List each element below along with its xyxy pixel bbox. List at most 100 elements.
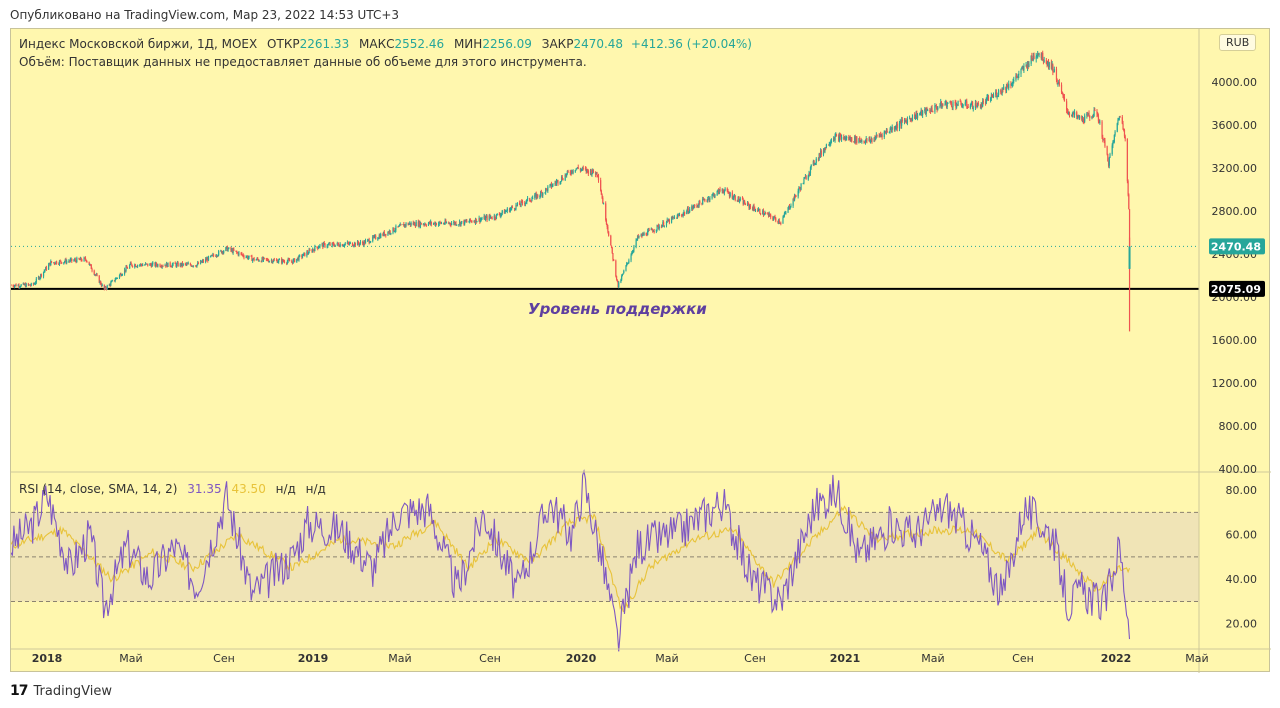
candle-body xyxy=(1111,145,1113,155)
candle-body xyxy=(813,160,815,165)
candle-body xyxy=(957,100,959,106)
candle-body xyxy=(270,260,273,262)
candle-body xyxy=(910,118,912,120)
candle-body xyxy=(935,105,937,108)
rsi-tick-label: 80.00 xyxy=(1226,484,1258,497)
candle-body xyxy=(899,121,901,124)
candle-body xyxy=(870,138,872,141)
candle-body xyxy=(956,104,958,106)
candle-body xyxy=(733,196,735,199)
candle-body xyxy=(268,260,270,263)
candle-body xyxy=(643,233,645,236)
candle-body xyxy=(1030,55,1032,64)
candle-body xyxy=(992,96,994,98)
candle-body xyxy=(241,254,244,256)
candle-body xyxy=(167,262,169,267)
candle-body xyxy=(779,222,781,224)
candle-body xyxy=(1102,139,1105,141)
time-tick-label: 2019 xyxy=(298,652,329,665)
candle-body xyxy=(454,222,456,225)
candle-body xyxy=(995,92,997,95)
candle-body xyxy=(100,284,103,287)
candle-body xyxy=(185,263,187,265)
candle-body xyxy=(434,222,436,226)
candle-body xyxy=(63,261,66,263)
candle-body xyxy=(146,263,148,265)
candle-body xyxy=(889,129,891,133)
candle-body xyxy=(425,224,427,226)
candle-body xyxy=(621,276,623,280)
candle-body xyxy=(313,249,315,252)
candle-body xyxy=(378,235,380,239)
candle-body xyxy=(903,119,906,122)
candle-body xyxy=(1128,209,1131,248)
chart-area[interactable]: 400.00 800.00 1200.00 1600.00 2000.00 2400.00… xyxy=(10,28,1271,673)
candle-body xyxy=(880,134,882,136)
candle-body xyxy=(316,246,318,248)
candle-body xyxy=(1013,79,1015,82)
candle-body xyxy=(995,92,998,97)
candle-body xyxy=(343,244,346,246)
candle-body xyxy=(846,137,848,139)
candle-body xyxy=(369,241,372,243)
candle-body xyxy=(979,104,982,109)
rsi-ma-line xyxy=(11,505,1131,613)
candle-body xyxy=(521,201,524,204)
chart-canvas[interactable]: 400.00800.001200.001600.002000.002400.00… xyxy=(11,29,1271,673)
candle-body xyxy=(731,192,733,199)
candle-body xyxy=(580,169,582,171)
candle-body xyxy=(390,232,392,234)
candle-body xyxy=(1047,61,1050,68)
candle-body xyxy=(377,238,379,240)
candle-body xyxy=(255,259,257,261)
candle-body xyxy=(920,109,922,114)
candle-body xyxy=(354,242,356,246)
candle-body xyxy=(81,260,83,262)
candle-body xyxy=(763,214,765,216)
high-value: 2552.46 xyxy=(394,37,445,51)
candle-body xyxy=(696,205,698,207)
candle-body xyxy=(53,262,56,264)
last-price-badge-bg xyxy=(1209,238,1265,255)
candle-body xyxy=(380,233,382,239)
candle-body xyxy=(971,101,973,105)
candle-body xyxy=(876,134,878,136)
candle-body xyxy=(176,263,178,267)
currency-button[interactable]: RUB xyxy=(1219,34,1257,51)
candle-body xyxy=(1026,61,1029,69)
footer-brand[interactable]: 17 TradingView xyxy=(10,683,112,699)
candle-body xyxy=(1028,63,1030,67)
candle-body xyxy=(615,276,618,280)
candle-body xyxy=(622,273,624,275)
candle-body xyxy=(474,218,477,223)
candle-body xyxy=(483,216,485,219)
candle-body xyxy=(53,262,55,264)
candle-body xyxy=(592,169,594,174)
candle-body xyxy=(577,167,579,169)
candle-body xyxy=(754,208,756,211)
candle-body xyxy=(840,135,842,140)
candle-body xyxy=(283,261,286,263)
candle-body xyxy=(29,285,32,287)
candle-body xyxy=(439,221,441,223)
candle-body xyxy=(246,256,249,259)
candle-body xyxy=(91,269,93,271)
candle-body xyxy=(706,200,708,202)
candle-body xyxy=(1052,64,1054,72)
candle-body xyxy=(1017,74,1019,78)
candle-body xyxy=(288,259,291,262)
candle-body xyxy=(307,253,309,255)
candle-body xyxy=(1001,88,1003,94)
candle-body xyxy=(98,275,100,283)
candle-body xyxy=(344,243,346,245)
candle-body xyxy=(952,102,954,108)
candle-body xyxy=(931,107,933,112)
candle-body xyxy=(419,221,421,227)
instrument-name: Индекс Московской биржи, 1Д, MOEX xyxy=(19,37,258,51)
candle-body xyxy=(656,225,658,230)
candle-body xyxy=(939,105,941,108)
candle-body xyxy=(465,220,467,222)
candle-body xyxy=(96,274,98,276)
candle-body xyxy=(147,263,149,266)
candle-body xyxy=(121,275,123,277)
